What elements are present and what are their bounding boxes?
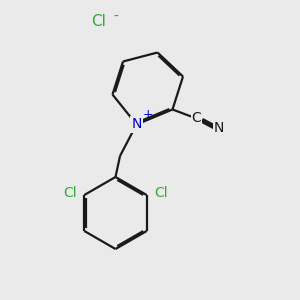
Text: N: N xyxy=(214,121,224,134)
Text: +: + xyxy=(142,108,153,122)
Text: -: - xyxy=(113,10,118,23)
Text: Cl: Cl xyxy=(92,14,106,28)
Text: C: C xyxy=(192,112,201,125)
Text: Cl: Cl xyxy=(63,186,77,200)
Text: N: N xyxy=(131,118,142,131)
Text: Cl: Cl xyxy=(154,186,168,200)
